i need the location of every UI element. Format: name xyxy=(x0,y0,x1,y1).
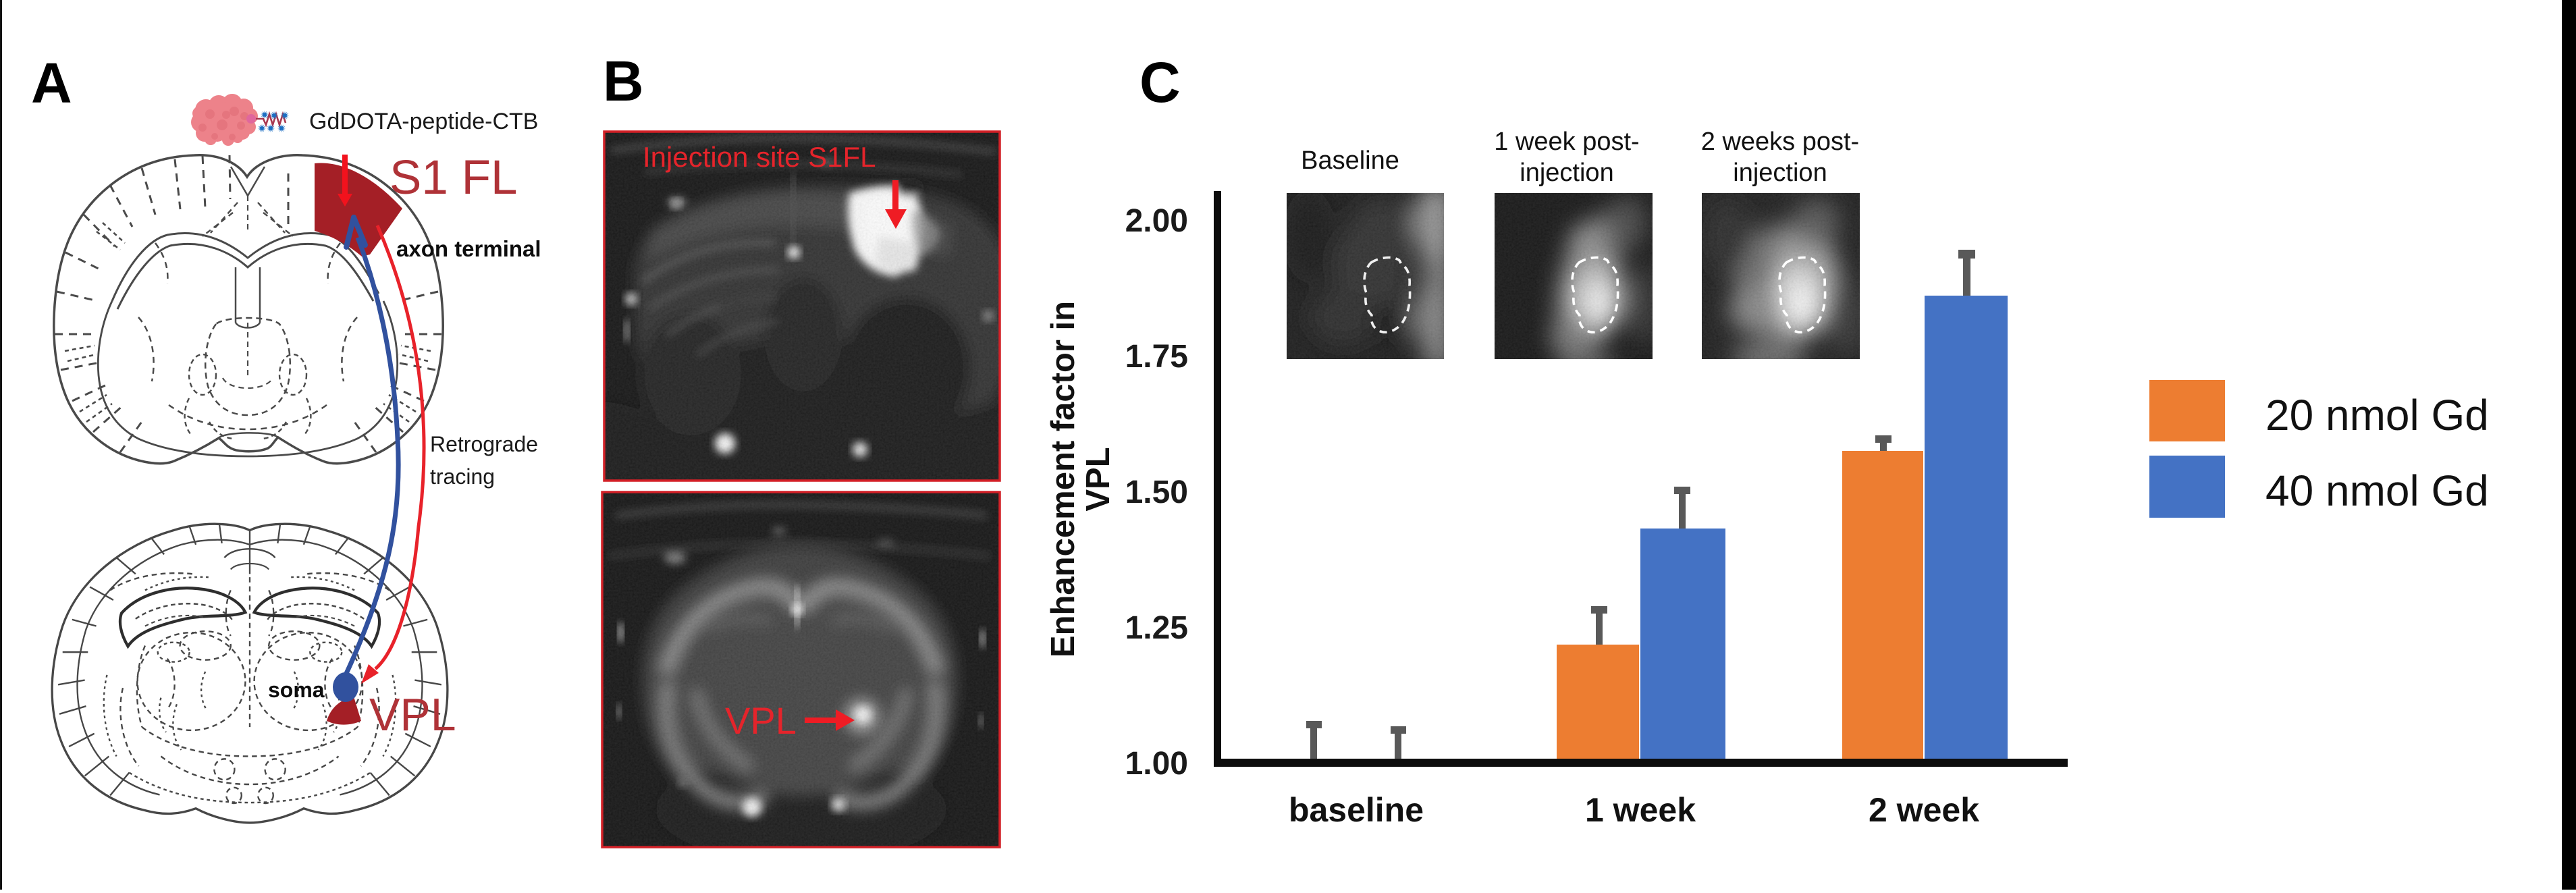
svg-text:VPL: VPL xyxy=(369,689,456,740)
svg-text:Enhancement factor in: Enhancement factor in xyxy=(1045,301,1081,657)
svg-text:1.50: 1.50 xyxy=(1125,475,1188,510)
svg-text:axon terminal: axon terminal xyxy=(396,236,541,261)
svg-text:1.25: 1.25 xyxy=(1125,610,1188,646)
svg-text:1 week post-: 1 week post- xyxy=(1494,128,1639,156)
svg-text:GdDOTA-peptide-CTB: GdDOTA-peptide-CTB xyxy=(309,109,538,134)
svg-text:2 week: 2 week xyxy=(1869,791,1979,829)
svg-text:B: B xyxy=(603,49,644,113)
svg-text:S1 FL: S1 FL xyxy=(390,151,517,205)
svg-text:Baseline: Baseline xyxy=(1301,146,1399,175)
svg-text:injection: injection xyxy=(1520,159,1613,187)
svg-text:20 nmol Gd: 20 nmol Gd xyxy=(2265,391,2489,439)
svg-text:VPL: VPL xyxy=(725,699,797,742)
svg-text:C: C xyxy=(1139,51,1181,114)
svg-text:2 weeks post-: 2 weeks post- xyxy=(1701,128,1859,156)
svg-text:40 nmol Gd: 40 nmol Gd xyxy=(2265,466,2489,515)
svg-text:baseline: baseline xyxy=(1289,791,1424,829)
svg-text:injection: injection xyxy=(1733,159,1827,187)
svg-text:soma: soma xyxy=(268,678,325,702)
svg-text:VPL: VPL xyxy=(1080,447,1117,511)
svg-text:1.75: 1.75 xyxy=(1125,339,1188,375)
svg-text:2.00: 2.00 xyxy=(1125,203,1188,239)
svg-text:tracing: tracing xyxy=(430,464,495,489)
svg-text:Retrograde: Retrograde xyxy=(430,432,538,456)
svg-text:1 week: 1 week xyxy=(1585,791,1696,829)
svg-text:1.00: 1.00 xyxy=(1125,746,1188,782)
svg-text:A: A xyxy=(31,51,72,115)
svg-text:Injection site S1FL: Injection site S1FL xyxy=(643,141,876,173)
